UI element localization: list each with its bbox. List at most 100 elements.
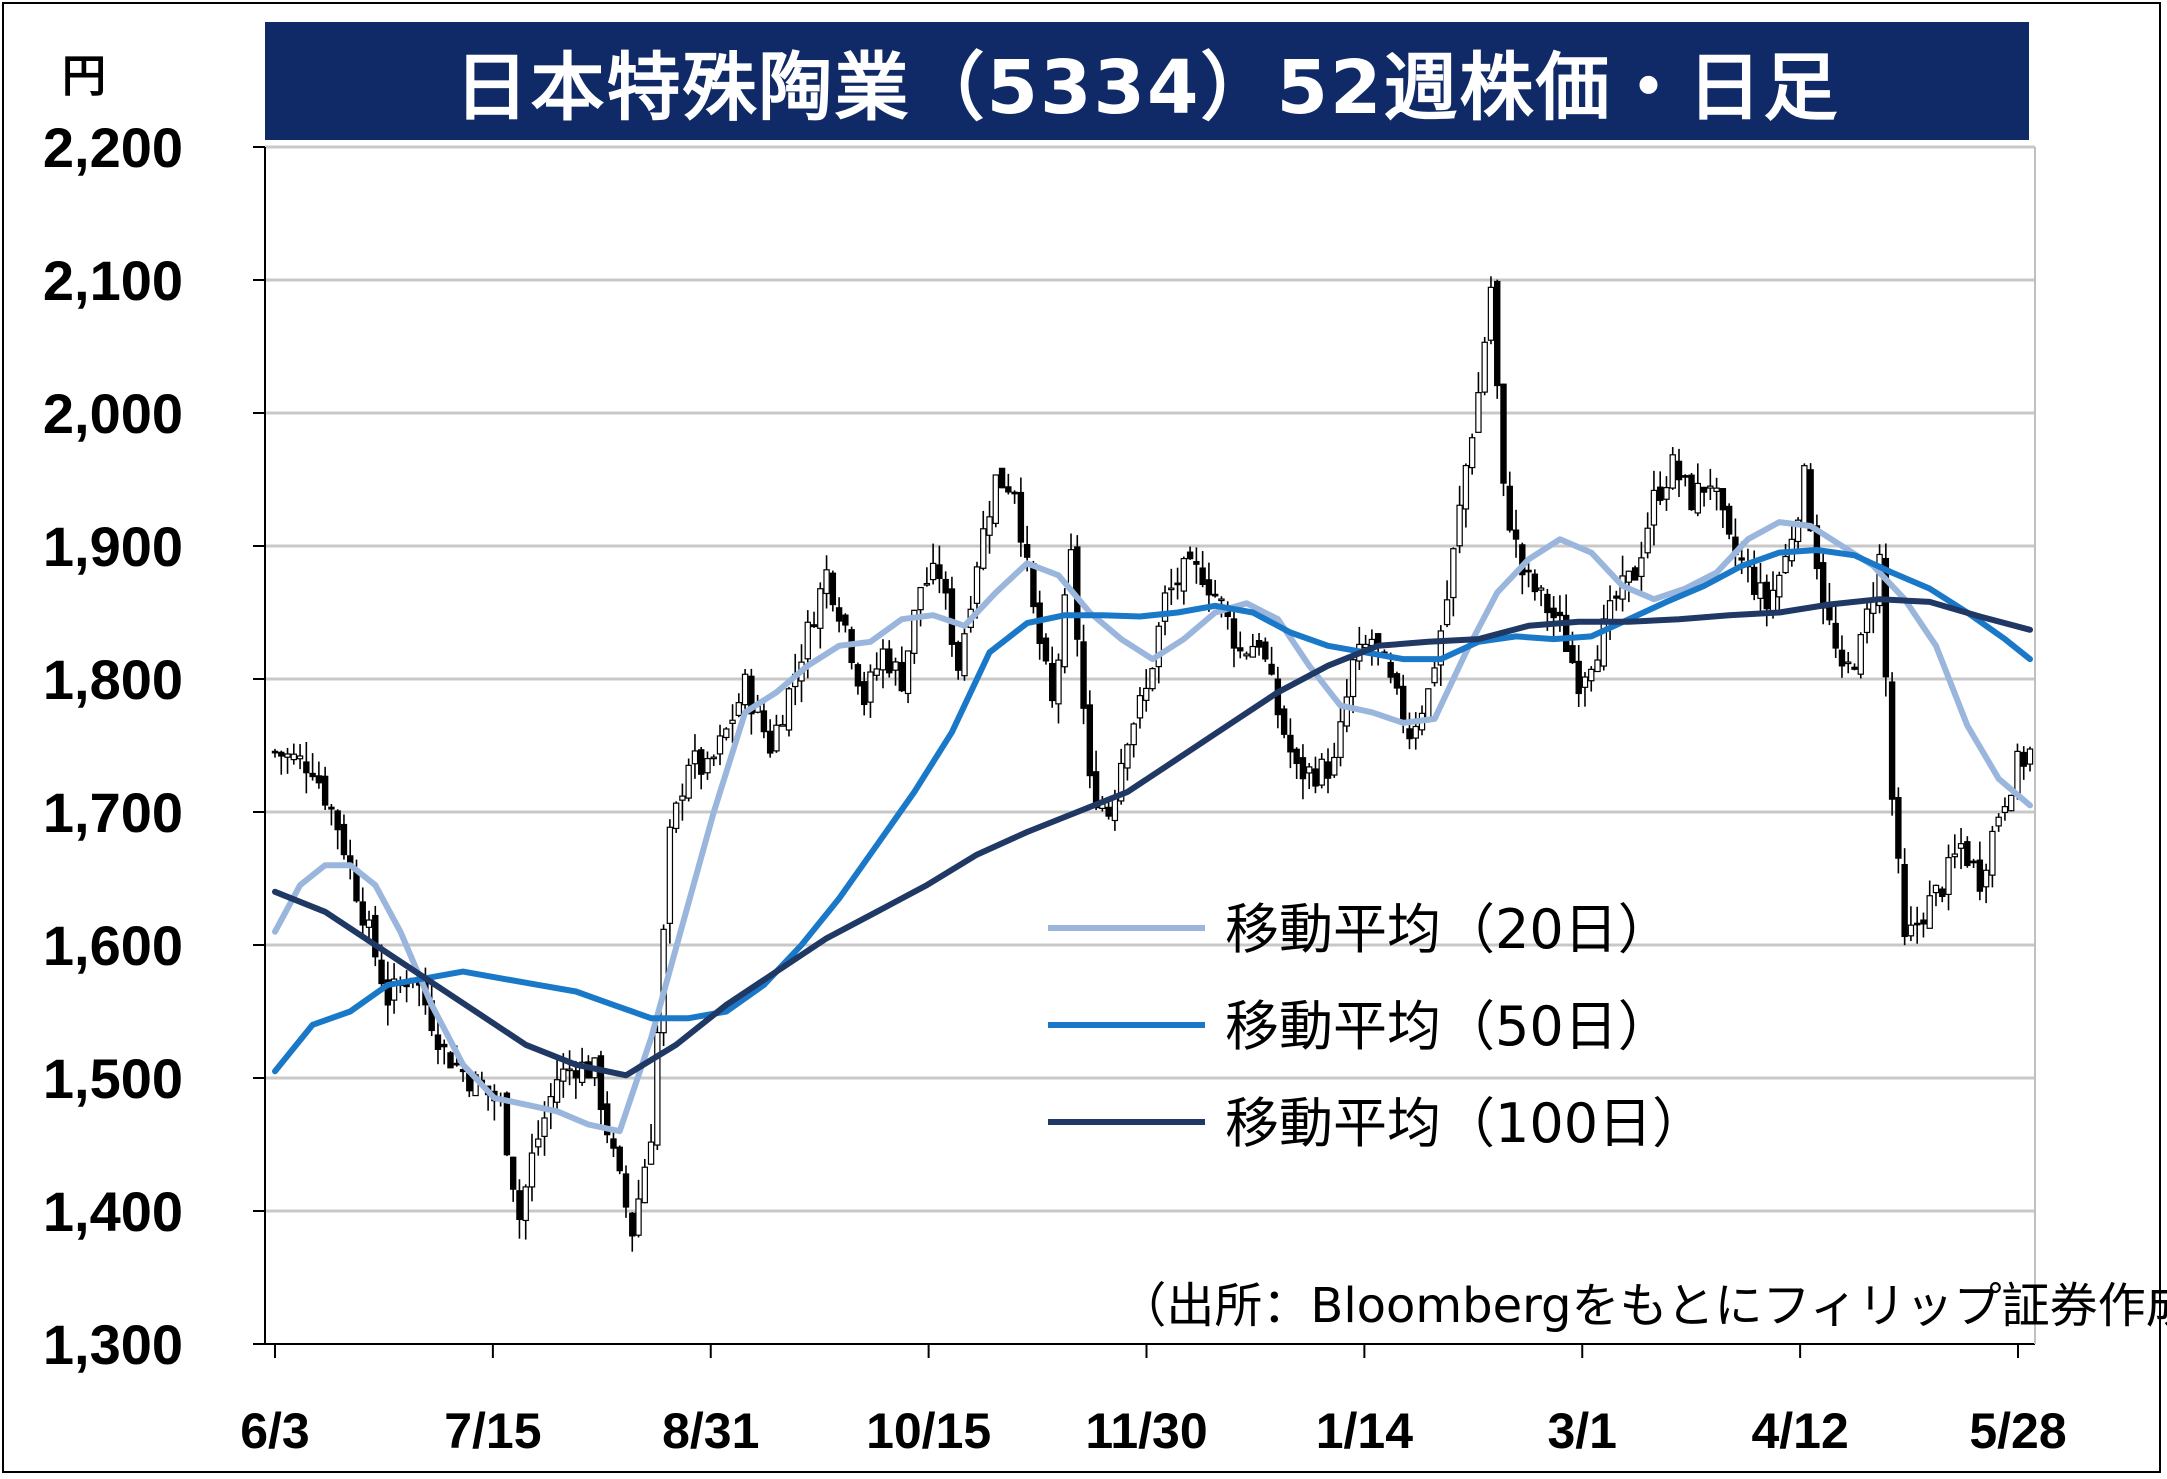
legend: 移動平均（20日） 移動平均（50日） 移動平均（100日） [1048,898,1706,1155]
candle-body [1631,567,1639,581]
candle-body [641,1166,649,1204]
candle-body [1907,924,1915,937]
y-tick-label: 1,600 [43,914,183,977]
candle-body [1644,527,1651,554]
candle-body [1211,593,1219,597]
candle-body [923,582,931,586]
candle-body [1569,645,1576,664]
candle-body [1117,762,1125,802]
candle-body [986,516,993,536]
candle-body [741,673,749,706]
candle-body [572,1070,580,1079]
x-tick-label: 7/15 [444,1403,541,1459]
candle-body [698,749,705,775]
candle-body [1268,663,1275,675]
candle-body [904,650,912,695]
candle-body [1193,560,1200,565]
candle-body [1287,734,1294,753]
candle-body [1945,857,1952,896]
candle-body [1500,383,1507,484]
candle-body [1970,860,1977,864]
candle-body [1456,504,1463,547]
candle-body [1475,392,1482,433]
candle-body [1682,475,1689,478]
candle-body [1149,668,1156,690]
candle-body [1049,662,1056,702]
candle-body [1901,863,1908,938]
candle-body [1876,553,1883,607]
candle-body [522,1186,529,1222]
candle-body [1594,659,1601,673]
candle-body [898,661,905,692]
candle-body [1243,653,1250,657]
candle-body [1575,660,1582,695]
candle-body [1939,888,1946,898]
x-tick-label: 4/12 [1751,1403,1848,1459]
candle-body [1487,286,1495,341]
candle-body [1920,919,1927,925]
candle-body [1888,681,1896,800]
candle-body [1707,485,1714,489]
candle-body [654,1031,661,1146]
candle-body [1982,869,1990,888]
candle-body [817,588,824,629]
candle-body [766,730,774,754]
candle-body [886,648,893,674]
candle-body [1562,614,1570,652]
candle-body [390,978,398,1001]
candle-body [735,702,743,717]
candle-body [748,675,755,715]
candle-body [303,761,310,774]
candle-body [1506,485,1513,531]
candle-body [516,1190,523,1221]
candle-body [729,719,736,724]
candle-body [1819,562,1827,609]
candle-body [760,710,768,733]
candle-body [1688,474,1695,511]
candle-body [723,728,730,739]
candle-body [1343,696,1351,727]
candle-body [1650,489,1658,526]
candle-body [1725,505,1733,535]
y-tick-label: 1,300 [43,1313,183,1376]
candle-body [1412,725,1419,739]
candle-body [1318,758,1325,786]
candle-body [1249,645,1256,658]
candle-body [1086,704,1094,777]
candle-body [810,624,818,628]
candle-body [1926,895,1933,929]
candle-body [1882,557,1890,678]
candle-body [961,633,968,677]
candle-body [1199,567,1206,586]
candle-body [879,648,887,671]
candle-body [1851,666,1858,670]
candle-body [710,756,717,760]
candle-body [1957,843,1965,849]
legend-item-ma20: 移動平均（20日） [1048,898,1672,961]
x-tick-label: 3/1 [1547,1403,1617,1459]
candle-body [340,823,348,856]
candle-body [1393,673,1401,689]
candle-body [1450,548,1457,599]
candle-body [1023,544,1031,558]
candle-body [1443,599,1451,626]
candle-body [1857,634,1864,675]
candle-body [892,661,899,671]
candle-body [453,1062,460,1066]
candle-body [785,688,793,731]
candle-body [1437,630,1445,666]
candle-body [1751,566,1758,595]
candle-body [535,1138,542,1148]
candle-body [541,1117,548,1137]
candle-body [666,826,674,924]
candle-body [1613,595,1620,599]
candle-body [1105,806,1112,817]
x-tick-label: 11/30 [1085,1403,1207,1459]
candle-body [1801,465,1808,524]
candle-body [1550,607,1557,619]
candle-body [1155,625,1162,668]
candle-body [309,772,316,778]
candle-body [1951,853,1958,858]
candle-body [917,586,924,611]
x-tick-label: 5/28 [1969,1403,2066,1459]
